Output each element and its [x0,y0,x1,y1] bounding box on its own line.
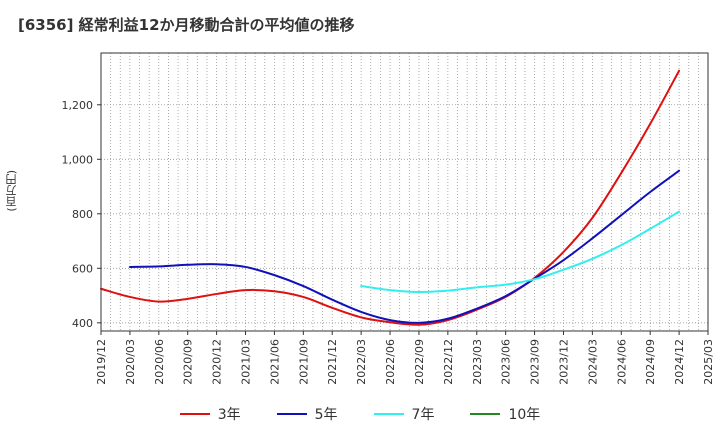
x-tick-label: 2020/12 [211,339,224,385]
chart-title: [6356] 経常利益12か月移動合計の平均値の推移 [18,16,355,34]
x-tick-label: 2025/03 [702,339,715,385]
legend-swatch [179,413,210,415]
x-tick-label: 2019/12 [95,339,108,385]
x-tick-label: 2020/06 [153,339,166,385]
x-ticks: 2019/12 2020/03 2020/06 2020/09 2020/12 2021/… [95,331,715,385]
y-ticks: 400 600 800 1,000 1,200 [62,99,101,330]
legend-item: 5年 [276,404,338,424]
legend-label: 3年 [217,407,241,423]
plot-area [101,53,708,331]
legend-label: 7年 [411,407,435,423]
x-tick-label: 2024/06 [615,339,628,385]
x-tick-label: 2021/06 [268,339,281,385]
grid-lines [101,53,708,331]
legend-swatch [276,413,307,415]
plot-border [100,52,709,332]
series-line [100,69,681,326]
x-tick-label: 2024/09 [644,339,657,385]
legend-item: 3年 [179,404,241,424]
series-line [128,169,681,324]
legend-item: 7年 [373,404,435,424]
legend-label: 5年 [314,407,338,423]
x-tick-label: 2023/06 [500,339,513,385]
y-tick-label: 600 [72,262,93,275]
legend: 3年 5年 7年 10年 [0,404,720,424]
x-tick-label: 2020/09 [182,339,195,385]
x-tick-label: 2023/03 [471,339,484,385]
x-tick-label: 2023/09 [529,339,542,385]
x-tick-label: 2023/12 [557,339,570,385]
x-tick-label: 2022/06 [384,339,397,385]
y-tick-label: 800 [72,208,93,221]
x-tick-label: 2022/03 [355,339,368,385]
legend-swatch [470,413,501,415]
series-layer [100,69,681,326]
x-tick-label: 2021/03 [240,339,253,385]
y-tick-label: 1,000 [62,153,94,166]
legend-item: 10年 [470,404,540,424]
series-line [360,210,681,294]
y-tick-label: 400 [72,317,93,330]
x-tick-label: 2021/12 [326,339,339,385]
x-tick-label: 2024/12 [673,339,686,385]
y-tick-label: 1,200 [62,99,94,112]
x-tick-label: 2022/12 [442,339,455,385]
x-tick-label: 2020/03 [124,339,137,385]
legend-label: 10年 [508,407,541,423]
legend-swatch [373,413,404,415]
x-tick-label: 2021/09 [297,339,310,385]
x-tick-label: 2024/03 [586,339,599,385]
x-tick-label: 2022/09 [413,339,426,385]
